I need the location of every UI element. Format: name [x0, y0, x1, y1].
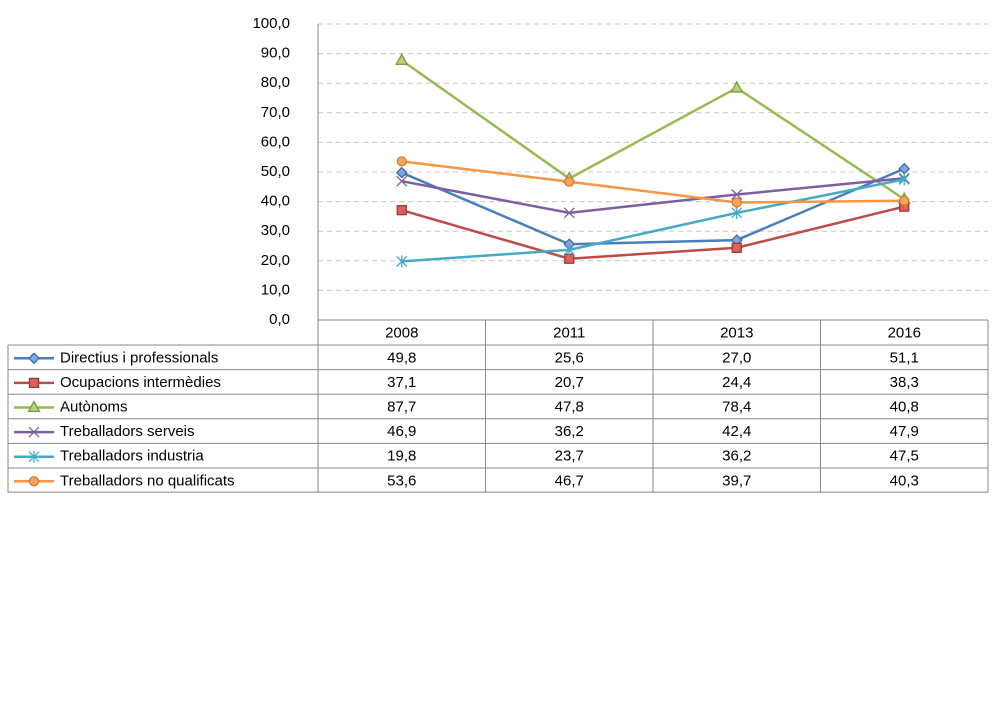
legend-marker — [28, 352, 40, 365]
series-line — [401, 178, 905, 263]
data-label: 37,1 — [387, 374, 416, 391]
y-tick-label: 50,0 — [261, 163, 290, 180]
legend-label: Autònoms — [60, 398, 128, 415]
y-tick-label: 20,0 — [261, 252, 290, 269]
series — [396, 156, 910, 208]
y-tick-label: 80,0 — [261, 74, 290, 91]
marker — [731, 206, 743, 219]
y-tick-label: 40,0 — [261, 193, 290, 210]
marker — [899, 195, 910, 206]
marker — [396, 255, 408, 268]
data-label: 46,9 — [387, 423, 416, 440]
series-line — [401, 160, 905, 204]
marker — [395, 53, 409, 66]
legend-label: Treballadors no qualificats — [60, 472, 235, 489]
x-tick-label: 2013 — [720, 324, 753, 341]
data-label: 42,4 — [722, 423, 751, 440]
data-label: 87,7 — [387, 398, 416, 415]
series — [395, 53, 911, 204]
series-line — [401, 167, 905, 246]
marker — [396, 156, 407, 167]
y-tick-label: 0,0 — [269, 311, 290, 328]
data-label: 47,8 — [555, 398, 584, 415]
data-label: 27,0 — [722, 349, 751, 366]
y-tick-label: 70,0 — [261, 104, 290, 121]
marker — [564, 176, 575, 187]
y-tick-label: 30,0 — [261, 222, 290, 239]
marker — [730, 80, 744, 93]
data-label: 40,8 — [890, 398, 919, 415]
legend-label: Ocupacions intermèdies — [60, 374, 221, 391]
data-label: 20,7 — [555, 374, 584, 391]
data-label: 47,5 — [890, 448, 919, 465]
data-label: 19,8 — [387, 448, 416, 465]
data-label: 53,6 — [387, 472, 416, 489]
series-line — [401, 59, 905, 201]
marker — [898, 173, 910, 186]
data-label: 51,1 — [890, 349, 919, 366]
data-label: 47,9 — [890, 423, 919, 440]
legend-item: Autònoms — [14, 398, 128, 415]
data-label: 36,2 — [722, 448, 751, 465]
data-label: 23,7 — [555, 448, 584, 465]
legend-marker — [28, 450, 40, 463]
series — [396, 173, 910, 268]
series — [395, 162, 911, 251]
marker — [731, 242, 742, 253]
data-label: 24,4 — [722, 374, 751, 391]
x-tick-label: 2011 — [553, 324, 585, 341]
legend-item: Ocupacions intermèdies — [14, 374, 221, 391]
legend-label: Directius i professionals — [60, 349, 218, 366]
series-line — [401, 205, 905, 260]
marker — [731, 189, 743, 200]
y-tick-label: 60,0 — [261, 133, 290, 150]
legend-item: Treballadors industria — [14, 448, 204, 465]
y-tick-label: 10,0 — [261, 281, 290, 298]
data-label: 25,6 — [555, 349, 584, 366]
marker — [563, 243, 575, 256]
data-label: 78,4 — [722, 398, 751, 415]
marker — [563, 207, 575, 219]
legend-marker — [28, 426, 40, 438]
data-label: 46,7 — [555, 472, 584, 489]
legend-item: Treballadors serveis — [14, 423, 195, 440]
legend-item: Directius i professionals — [14, 349, 218, 366]
series — [396, 172, 910, 219]
y-tick-label: 90,0 — [261, 45, 290, 62]
marker — [395, 166, 408, 179]
legend-marker — [28, 377, 40, 389]
y-tick-label: 100,0 — [252, 15, 290, 32]
data-label: 39,7 — [722, 472, 751, 489]
legend-marker — [28, 476, 40, 487]
series-line — [401, 176, 905, 215]
marker — [396, 205, 407, 216]
series — [396, 201, 910, 264]
legend-label: Treballadors industria — [60, 448, 204, 465]
data-label: 40,3 — [890, 472, 919, 489]
x-tick-label: 2016 — [888, 324, 921, 341]
marker — [396, 175, 408, 187]
data-label: 49,8 — [387, 349, 416, 366]
marker — [731, 197, 742, 208]
x-tick-label: 2008 — [385, 324, 418, 341]
legend-marker — [27, 400, 41, 413]
legend-item: Treballadors no qualificats — [14, 472, 235, 489]
legend-label: Treballadors serveis — [60, 423, 195, 440]
data-label: 38,3 — [890, 374, 919, 391]
data-label: 36,2 — [555, 423, 584, 440]
